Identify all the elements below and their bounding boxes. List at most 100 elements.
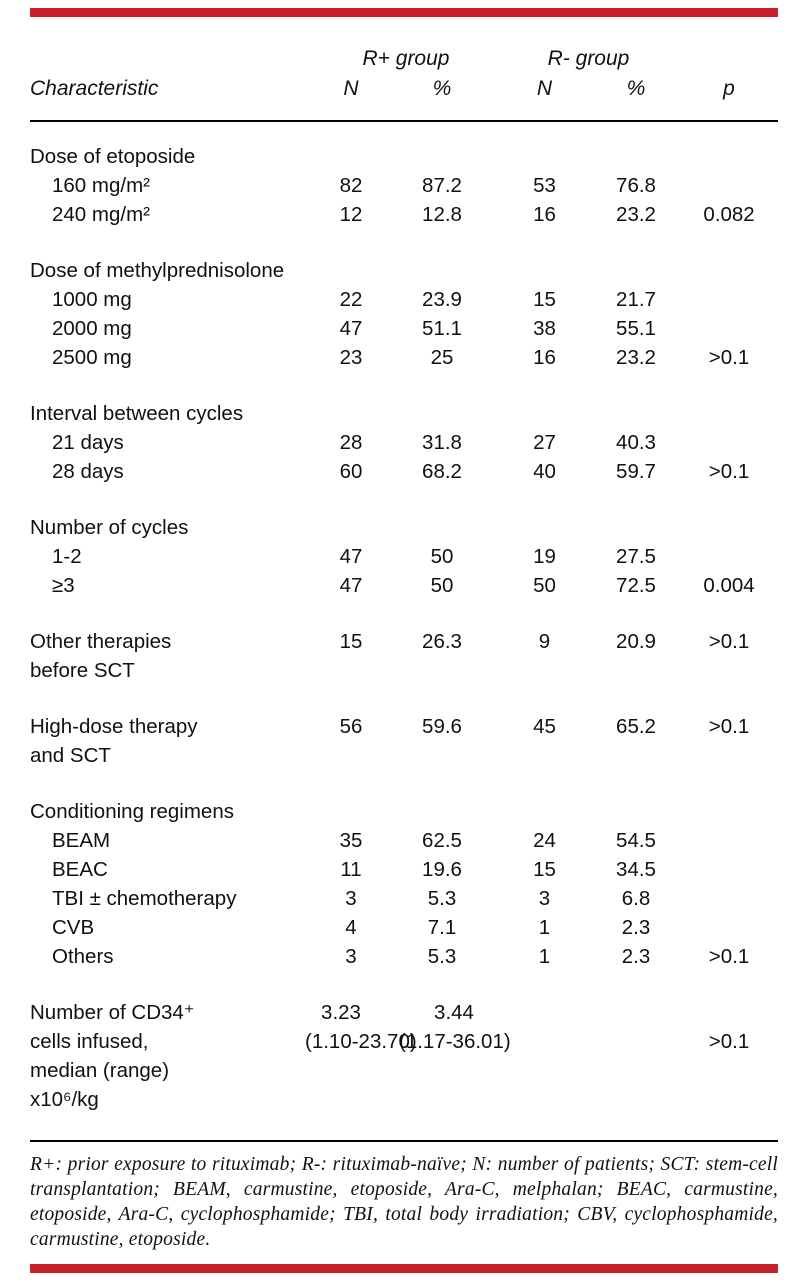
cell-p — [680, 855, 778, 884]
cell-characteristic: TBI ± chemotherapy — [52, 887, 237, 910]
cell-n-rneg: 27 — [533, 431, 556, 454]
group-header-rpos: R+ group — [362, 47, 450, 70]
cell-pct-rpos: 87.2 — [422, 174, 462, 197]
footnote-rule — [30, 1140, 778, 1142]
cell-pct-rneg: 23.2 — [616, 346, 656, 369]
row-gap — [30, 229, 778, 256]
cell-p — [680, 913, 778, 942]
table-row: 1000 mg 22 23.9 15 21.7 — [30, 285, 778, 314]
cell-n-rpos: 3 — [345, 887, 357, 910]
cell-characteristic: Other therapies before SCT — [30, 630, 172, 682]
cell-pct-rpos: 25 — [430, 346, 454, 369]
cell-n-rpos: 47 — [339, 545, 363, 568]
cell-pct-rpos: 31.8 — [422, 431, 462, 454]
group-header-spacer — [30, 44, 315, 74]
column-header-pct-rpos: % — [432, 77, 452, 100]
cell-p: >0.1 — [708, 460, 750, 483]
cell-pct-rpos: 12.8 — [422, 203, 462, 226]
cell-n-rneg: 19 — [533, 545, 556, 568]
cell-characteristic: Interval between cycles — [30, 402, 244, 425]
cell-characteristic: High-dose therapy and SCT — [30, 715, 198, 767]
cell-p: 0.082 — [703, 203, 755, 226]
cell-pct-rneg — [592, 513, 680, 542]
cell-pct-rneg: 55.1 — [616, 317, 656, 340]
row-gap — [30, 770, 778, 797]
table-row: 2000 mg 47 51.1 38 55.1 — [30, 314, 778, 343]
top-rule-red — [30, 8, 778, 17]
cell-p — [680, 256, 778, 285]
cell-n-rpos — [315, 399, 387, 428]
cell-characteristic: Dose of etoposide — [30, 145, 196, 168]
cell-n-rneg: 45 — [533, 715, 556, 738]
cell-p: >0.1 — [708, 1030, 750, 1053]
cell-pct-rpos: 3.44 (1.17-36.01) — [399, 1001, 511, 1053]
row-gap — [30, 486, 778, 513]
column-header-row: Characteristic N % N % p — [30, 74, 778, 104]
cell-pct-rneg: 65.2 — [616, 715, 656, 738]
cell-pct-rneg — [592, 998, 680, 1114]
cell-p: >0.1 — [708, 715, 750, 738]
cell-pct-rpos: 62.5 — [422, 829, 462, 852]
cell-n-rpos: 3.23 (1.10-23.70) — [305, 1001, 417, 1053]
cell-pct-rneg: 27.5 — [616, 545, 656, 568]
table-row: Others 3 5.3 1 2.3 >0.1 — [30, 942, 778, 971]
cell-pct-rneg: 23.2 — [616, 203, 656, 226]
table-row: BEAC 11 19.6 15 34.5 — [30, 855, 778, 884]
cell-n-rneg: 16 — [533, 203, 556, 226]
table-row: 28 days 60 68.2 40 59.7 >0.1 — [30, 457, 778, 486]
cell-pct-rpos: 50 — [430, 545, 454, 568]
cell-p — [680, 285, 778, 314]
cell-pct-rneg — [592, 797, 680, 826]
cell-n-rneg: 38 — [533, 317, 556, 340]
cell-pct-rpos: 50 — [430, 574, 454, 597]
cell-n-rneg — [497, 399, 592, 428]
row-gap — [30, 372, 778, 399]
cell-n-rpos: 56 — [339, 715, 363, 738]
cell-n-rneg: 15 — [533, 858, 556, 881]
cell-p — [680, 542, 778, 571]
cell-n-rpos: 15 — [339, 630, 363, 653]
cell-n-rpos: 82 — [339, 174, 363, 197]
cell-n-rneg: 53 — [533, 174, 556, 197]
cell-p: >0.1 — [708, 630, 750, 653]
table-row: Other therapies before SCT 15 26.3 9 20.9 >0.… — [30, 627, 778, 685]
cell-n-rpos — [315, 256, 387, 285]
cell-n-rneg — [497, 513, 592, 542]
cell-characteristic: ≥3 — [52, 574, 75, 597]
bottom-rule-red — [30, 1264, 778, 1273]
cell-pct-rpos: 23.9 — [422, 288, 462, 311]
cell-n-rpos: 4 — [345, 916, 357, 939]
table-row: Interval between cycles — [30, 399, 778, 428]
column-header-pct-rneg: % — [626, 77, 646, 100]
cell-pct-rpos: 19.6 — [422, 858, 462, 881]
table-row: BEAM 35 62.5 24 54.5 — [30, 826, 778, 855]
cell-characteristic: 28 days — [52, 460, 124, 483]
cell-pct-rneg: 72.5 — [616, 574, 656, 597]
group-header-rneg: R- group — [547, 47, 630, 70]
cell-characteristic: Number of CD34⁺ cells infused, median (r… — [30, 1001, 195, 1111]
cell-p — [680, 826, 778, 855]
cell-pct-rpos: 5.3 — [427, 945, 457, 968]
cell-characteristic: Number of cycles — [30, 516, 189, 539]
group-header-row: R+ group R- group — [30, 44, 778, 74]
cell-characteristic: 240 mg/m² — [52, 203, 150, 226]
cell-p: >0.1 — [708, 945, 750, 968]
cell-pct-rpos: 59.6 — [422, 715, 462, 738]
cell-characteristic: Dose of methylprednisolone — [30, 259, 285, 282]
cell-p — [680, 797, 778, 826]
cell-n-rneg — [497, 256, 592, 285]
cell-n-rneg: 3 — [538, 887, 551, 910]
cell-n-rpos: 12 — [339, 203, 363, 226]
table-row: CVB 4 7.1 1 2.3 — [30, 913, 778, 942]
cell-n-rneg: 1 — [538, 916, 551, 939]
cell-n-rneg: 50 — [533, 574, 556, 597]
cell-pct-rneg: 20.9 — [616, 630, 656, 653]
cell-pct-rneg: 2.3 — [621, 916, 651, 939]
table-row: 2500 mg 23 25 16 23.2 >0.1 — [30, 343, 778, 372]
cell-n-rpos: 11 — [340, 858, 362, 881]
table-row: TBI ± chemotherapy 3 5.3 3 6.8 — [30, 884, 778, 913]
cell-n-rneg: 1 — [538, 945, 551, 968]
cell-pct-rpos — [387, 256, 497, 285]
column-header-n-rneg: N — [536, 77, 553, 100]
